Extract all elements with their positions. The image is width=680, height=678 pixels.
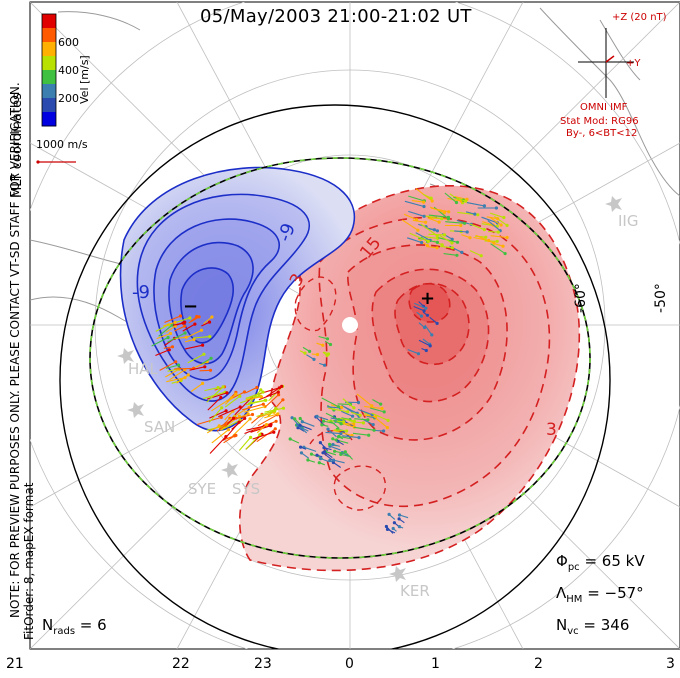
station-label: IIG [618,212,638,230]
stat-n-vc: Nvc = 346 [556,616,629,637]
colorbar-segment [42,28,56,43]
station-label: SYS [232,480,260,498]
vector-line [428,234,444,235]
imf-condition: By-, 6<BT<12 [566,128,637,139]
map-title: 05/May/2003 21:00-21:02 UT [200,6,472,27]
vector-line [174,368,193,369]
imf-by-label: +Y [626,58,641,69]
mlt-tick: 1 [431,656,440,672]
colorbar-segment [42,14,56,29]
colorbar-label: Vel [m/s] [78,55,91,104]
imf-source: OMNI IMF [580,102,627,113]
potential-min-marker: − [183,296,198,317]
mlt-tick: 0 [345,656,354,672]
colorbar-tick: 400 [58,64,79,77]
colorbar [42,14,56,127]
colorbar-segment [42,42,56,57]
lat-label-60: -60° [573,283,589,313]
stat-phi-pc: Φpc = 65 kV [556,552,645,573]
stat-lambda-hm-value: −57° [605,584,644,602]
colorbar-tick: 200 [58,92,79,105]
pole-marker [342,317,358,333]
mlt-tick: 2 [534,656,543,672]
vector-line [341,423,353,424]
colorbar-segment [42,70,56,85]
fit-order: FitOrder: 8, mapEX format [22,483,36,640]
preview-note: NOTE: FOR PREVIEW PURPOSES ONLY. PLEASE … [8,82,22,618]
mlt-tick: 22 [172,656,190,672]
colorbar-segment [42,112,56,127]
station-label: KER [400,582,430,600]
colorbar-segment [42,84,56,99]
stat-n-vc-value: 346 [601,616,630,634]
contour-label: 3 [546,420,557,440]
colorbar-tick: 600 [58,36,79,49]
mlt-tick: 21 [6,656,24,672]
vector-line [375,431,383,432]
stat-phi-pc-value: 65 kV [602,552,645,570]
colorbar-segment [42,98,56,113]
stat-lambda-hm: ΛHM = −57° [556,584,644,605]
imf-stat-mod: Stat Mod: RG96 [560,116,639,127]
mlt-tick: 3 [666,656,675,672]
colorbar-segment [42,56,56,71]
stat-n-rads: Nrads = 6 [42,616,107,637]
stat-n-rads-value: 6 [97,616,107,634]
potential-max-marker: + [420,288,435,309]
velocity-scale-label: 1000 m/s [36,138,88,151]
vector-line [200,370,211,371]
station-label: HAL [128,360,158,378]
contour-label: -9 [132,282,150,303]
vector-line [488,232,498,233]
station-label: SYE [188,480,216,498]
lat-label-50: -50° [653,283,669,313]
mlt-tick: 23 [254,656,272,672]
imf-bz-label: +Z (20 nT) [612,12,667,23]
station-label: SAN [144,418,175,436]
